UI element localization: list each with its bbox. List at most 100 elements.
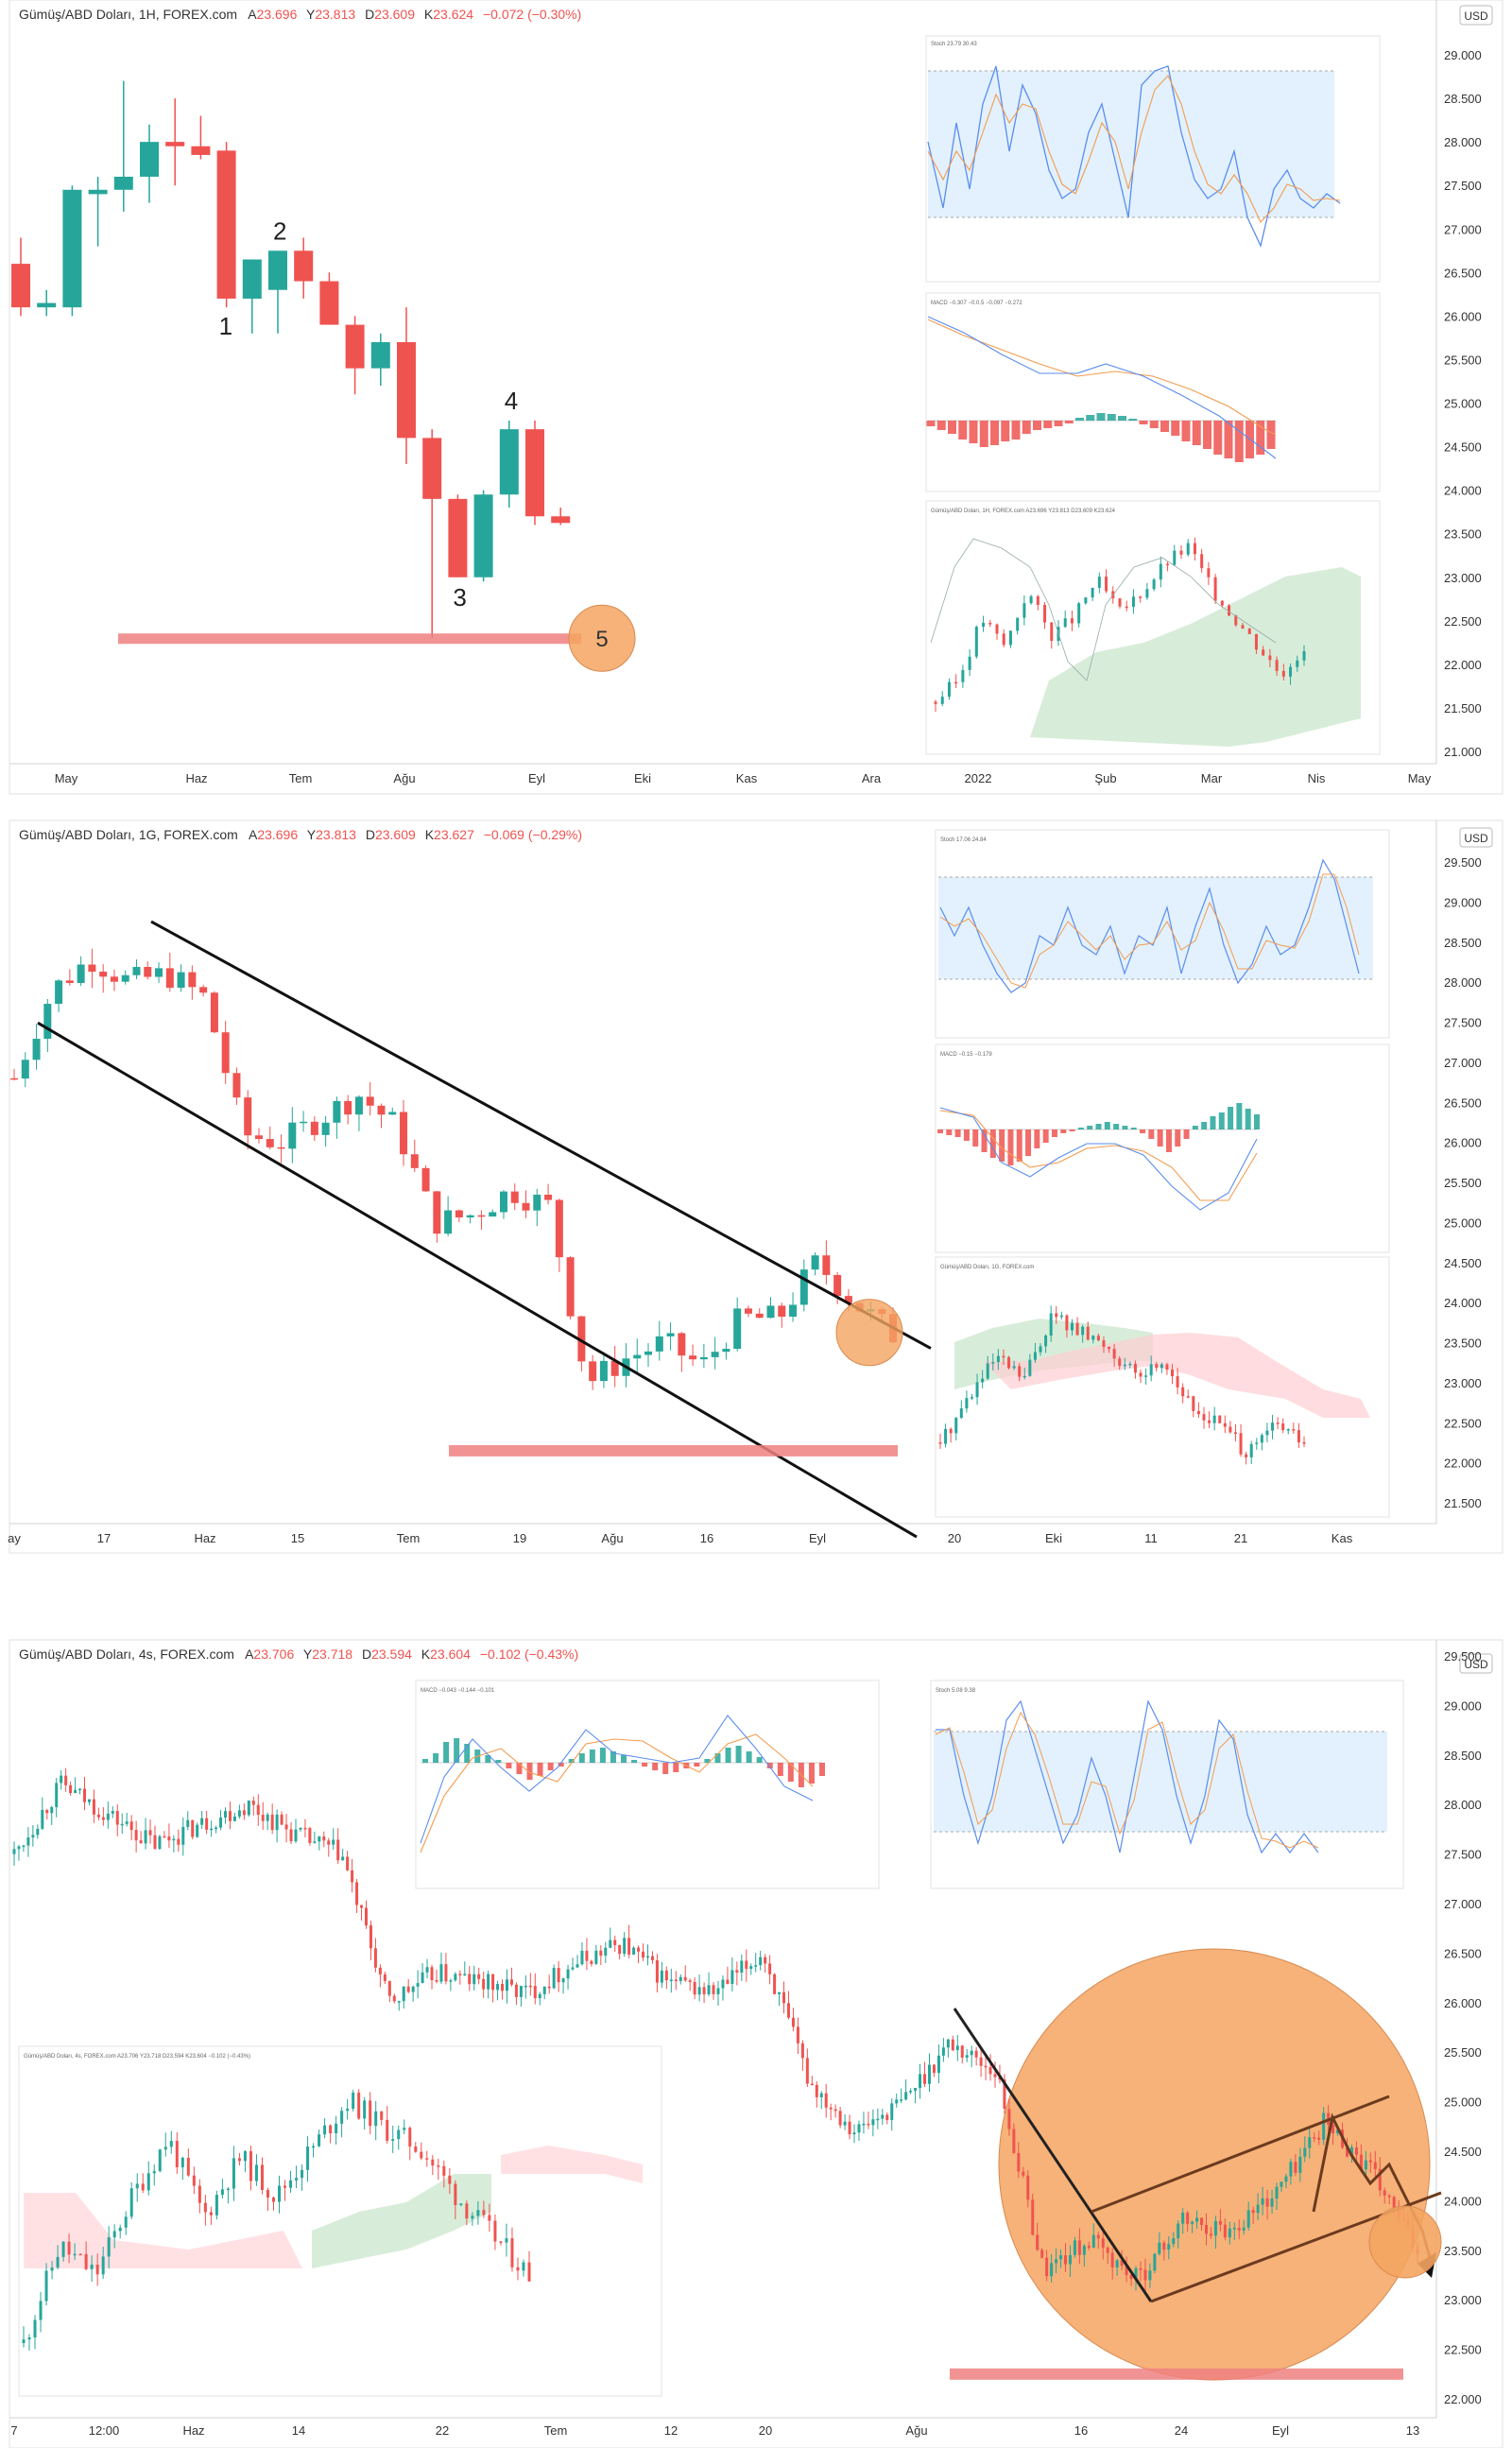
candle-body <box>919 2074 922 2088</box>
macd-bar <box>1107 414 1116 421</box>
candle-body <box>110 976 118 982</box>
y-tick-label: 29.000 <box>1444 895 1482 909</box>
candle-body <box>904 2092 908 2100</box>
candle-body <box>1177 2223 1180 2239</box>
x-tick-label: Ara <box>862 771 882 785</box>
macd-bar <box>526 1763 533 1780</box>
candle-body <box>505 1979 508 1991</box>
candle-body <box>955 2045 959 2051</box>
candle-body <box>167 1836 171 1841</box>
y-tick-label: 25.500 <box>1444 1176 1482 1190</box>
inset-stoch-1: Stoch 23.79 30.43 <box>925 35 1381 283</box>
candle-body <box>1086 1326 1090 1340</box>
candle-body <box>36 1828 40 1836</box>
inset-macd-3: MACD −0.043 −0.144 −0.101 <box>415 1680 880 1889</box>
macd-bar <box>1218 1112 1225 1129</box>
candle-body <box>735 1970 739 1974</box>
candle-body <box>1166 563 1170 566</box>
candle-body <box>688 1980 692 1982</box>
panel-1: Gümüş/ABD Doları, 1H, FOREX.com A23.696 … <box>9 0 1503 795</box>
candle-body <box>186 2157 190 2176</box>
candle-body <box>934 701 937 704</box>
candle-body <box>1208 1420 1211 1423</box>
x-tick-label: Eyl <box>1272 2423 1289 2438</box>
candle-body <box>1139 596 1143 598</box>
macd-bar <box>537 1763 543 1776</box>
candle-body <box>251 1801 255 1805</box>
candle-body <box>944 1428 948 1444</box>
y-tick-label: 21.000 <box>1444 745 1482 759</box>
macd-bar <box>819 1763 825 1776</box>
candle-body <box>476 2210 480 2216</box>
candle-body <box>979 2057 983 2066</box>
x-tick-label: Tem <box>289 771 313 785</box>
candle-body <box>1143 2269 1147 2281</box>
candle-body <box>261 1815 265 1821</box>
candle-body <box>1102 1340 1106 1347</box>
candle-body <box>50 1806 54 1814</box>
support-zone <box>118 633 581 645</box>
candle-body <box>1289 2162 1293 2177</box>
candle-body <box>448 2175 452 2184</box>
candle-body <box>1123 1364 1126 1367</box>
support-zone <box>449 1444 898 1457</box>
macd-bar <box>631 1760 638 1763</box>
macd-bar <box>1245 1109 1251 1129</box>
y-tick-label: 24.500 <box>1444 1256 1482 1270</box>
candle-body <box>139 1840 143 1844</box>
candle-body <box>489 1212 497 1217</box>
macd-bar <box>725 1748 731 1763</box>
macd-bar <box>485 1755 491 1763</box>
candle-body <box>1271 1422 1275 1431</box>
candle-body <box>141 2183 145 2191</box>
candle-body <box>637 1947 641 1952</box>
inset-stoch-2: Stoch 17.06 24.84 <box>935 829 1390 1039</box>
candle-body <box>1280 2181 1283 2187</box>
candle-body <box>547 1986 551 1989</box>
candle-body <box>198 2185 201 2203</box>
candle-body <box>430 1967 434 1981</box>
candle-body <box>163 1836 166 1838</box>
y-tick-label: 28.000 <box>1444 975 1482 990</box>
candle-body <box>1378 2168 1382 2191</box>
y-tick-label: 24.000 <box>1444 484 1482 498</box>
candle-body <box>1082 2246 1086 2255</box>
candle-body <box>313 1841 317 1843</box>
candle-body <box>871 2119 875 2126</box>
macd-bar <box>946 1129 953 1135</box>
candle-body <box>974 2050 978 2058</box>
macd-bar <box>1022 421 1031 434</box>
candle-body <box>1022 2171 1025 2176</box>
candle-body <box>99 972 108 977</box>
candle-body <box>594 1950 598 1964</box>
candle-body <box>471 2215 474 2219</box>
candle-body <box>1073 2240 1076 2255</box>
candle-body <box>17 1846 21 1850</box>
candle-body <box>805 2058 809 2084</box>
candle-body <box>1346 2147 1349 2157</box>
panel-3-header: Gümüş/ABD Doları, 4s, FOREX.com A23.706 … <box>19 1646 578 1662</box>
svg-text:MACD −0.307 −0.0.5 −0.097 −0: MACD −0.307 −0.0.5 −0.097 −0.272 <box>931 301 1022 306</box>
inset-ichimoku-3: Gümüş/ABD Doları, 4s, FOREX.com A23.706 … <box>18 2045 662 2397</box>
candle-body <box>890 2103 894 2120</box>
candle-body <box>215 2195 218 2215</box>
macd-bar <box>1256 421 1265 455</box>
candle-body <box>289 1829 293 1842</box>
macd-bar <box>433 1753 439 1763</box>
candle-body <box>733 1308 742 1350</box>
candle-body <box>968 656 971 670</box>
candle-body <box>1120 2260 1124 2267</box>
candle-body <box>188 972 197 988</box>
candle-body <box>499 429 519 495</box>
candle-body <box>1087 2246 1091 2249</box>
candle-body <box>852 2132 856 2135</box>
candle-body <box>1101 2238 1105 2248</box>
candle-body <box>711 1352 719 1357</box>
candle-body <box>132 967 141 975</box>
candle-body <box>791 2017 795 2027</box>
candle-body <box>496 1984 500 1991</box>
candle-body <box>414 2146 418 2152</box>
inset-macd-2: MACD −0.15 −0.179 <box>935 1043 1390 1253</box>
candle-body <box>599 1950 603 1956</box>
